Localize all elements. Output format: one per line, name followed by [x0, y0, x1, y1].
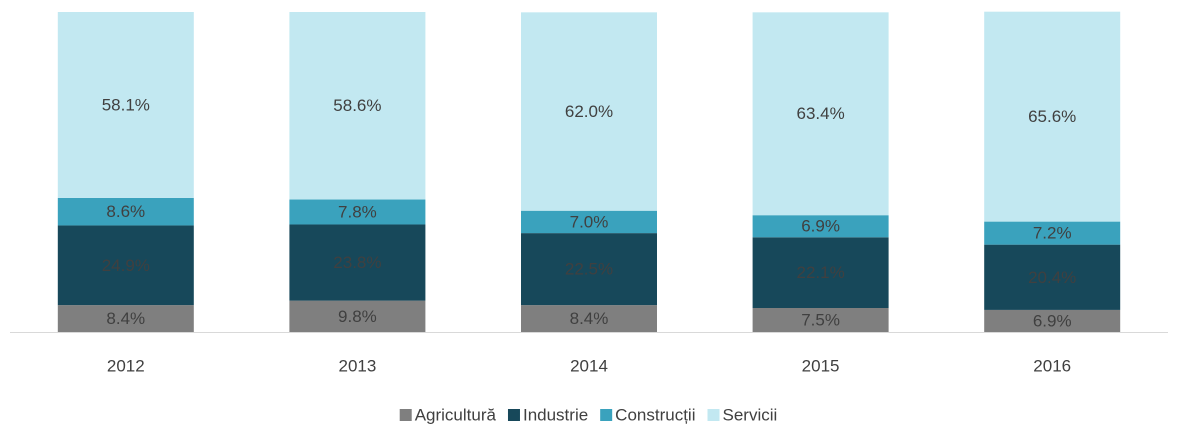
data-label: 7.2% [1033, 224, 1072, 243]
data-label: 20.4% [1028, 268, 1076, 287]
legend-swatch [600, 409, 613, 421]
bar-segment [752, 308, 889, 332]
data-label: 8.4% [570, 309, 609, 328]
bar-segment [289, 300, 426, 332]
data-label: 65.6% [1028, 107, 1076, 126]
x-tick-label: 2013 [338, 356, 376, 375]
data-label: 24.9% [102, 256, 150, 275]
data-label: 8.4% [106, 309, 145, 328]
data-label: 7.8% [338, 202, 377, 221]
bar-segment [752, 215, 889, 238]
bar-segment [984, 309, 1121, 332]
bar-segment [752, 237, 889, 308]
x-tick-label: 2016 [1033, 356, 1071, 375]
bar-segment [984, 11, 1121, 222]
bar-segment [289, 12, 426, 200]
data-label: 22.1% [796, 263, 844, 282]
x-tick-label: 2014 [570, 356, 608, 375]
x-tick-label: 2012 [107, 356, 145, 375]
data-label: 22.5% [565, 260, 613, 279]
data-label: 62.0% [565, 102, 613, 121]
x-tick-label: 2015 [802, 356, 840, 375]
bar-segment [521, 210, 657, 234]
bar-segment [984, 221, 1121, 245]
data-label: 63.4% [796, 104, 844, 123]
bar-segment [521, 233, 657, 306]
bar-segment [289, 224, 426, 301]
bar-segment [521, 12, 657, 211]
data-label: 58.1% [102, 95, 150, 114]
data-label: 7.0% [570, 212, 609, 231]
legend-label: Agricultură [415, 405, 497, 424]
bar-segment [57, 12, 194, 198]
bar-segment [984, 244, 1121, 310]
legend-label: Industrie [523, 405, 588, 424]
data-label: 6.9% [801, 217, 840, 236]
legend-swatch [707, 409, 720, 421]
data-label: 9.8% [338, 307, 377, 326]
bar-segment [57, 305, 194, 332]
data-label: 8.6% [106, 202, 145, 221]
legend-swatch [507, 409, 520, 421]
bar-segment [521, 305, 657, 332]
bar-segment [57, 197, 194, 226]
data-label: 6.9% [1033, 311, 1072, 330]
legend-swatch [399, 409, 412, 421]
legend-label: Construcții [615, 405, 695, 424]
data-label: 58.6% [333, 96, 381, 115]
data-label: 7.5% [801, 310, 840, 329]
bar-segment [289, 199, 426, 225]
data-label: 23.8% [333, 253, 381, 272]
bar-segment [752, 12, 889, 216]
bar-segment [57, 225, 194, 306]
legend-label: Servicii [722, 405, 777, 424]
